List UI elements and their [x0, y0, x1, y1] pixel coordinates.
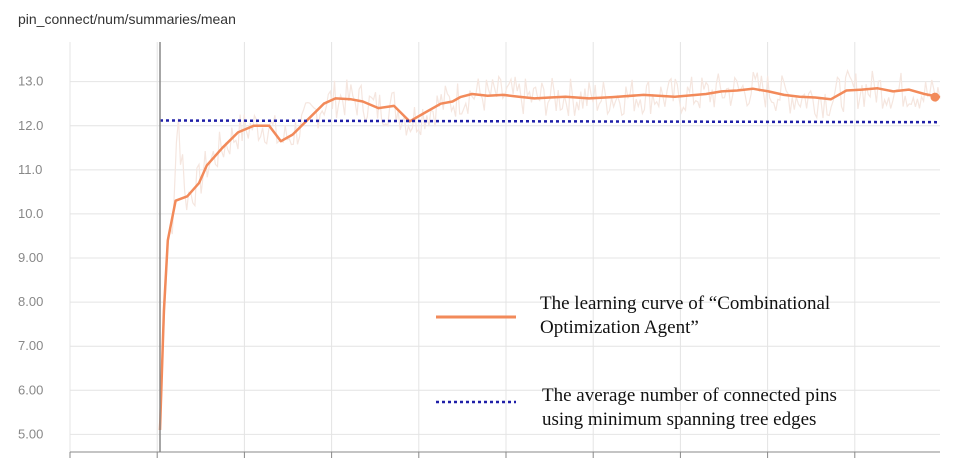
y-tick-label: 8.00 — [18, 294, 43, 309]
y-tick-label: 9.00 — [18, 250, 43, 265]
legend: The learning curve of “Combinational Opt… — [436, 293, 837, 430]
legend-label-mst-average-line2: using minimum spanning tree edges — [542, 409, 816, 430]
y-axis-ticks: 13.0 12.0 11.0 10.0 9.00 8.00 7.00 6.00 5.00 — [18, 74, 43, 442]
y-tick-label: 11.0 — [18, 162, 42, 177]
series-line-learning-curve — [158, 87, 941, 431]
y-tick-label: 13.0 — [18, 74, 43, 89]
axes — [69, 42, 940, 458]
y-tick-label: 7.00 — [18, 338, 43, 353]
series-lines — [158, 87, 941, 431]
y-tick-label: 12.0 — [18, 118, 43, 133]
raw-series-line — [159, 68, 941, 431]
y-tick-label: 10.0 — [18, 206, 43, 221]
series-end-point — [930, 92, 940, 102]
chart-title: pin_connect/num/summaries/mean — [18, 11, 236, 27]
legend-label-mst-average-line1: The average number of connected pins — [542, 385, 837, 406]
y-tick-label: 5.00 — [18, 426, 43, 441]
raw-noise-line — [159, 68, 941, 431]
series-line-mst-average — [159, 119, 941, 124]
legend-label-learning-curve-line1: The learning curve of “Combinational — [540, 293, 830, 314]
y-tick-label: 6.00 — [18, 382, 43, 397]
legend-label-learning-curve-line2: Optimization Agent” — [540, 317, 699, 338]
grid — [69, 42, 940, 452]
